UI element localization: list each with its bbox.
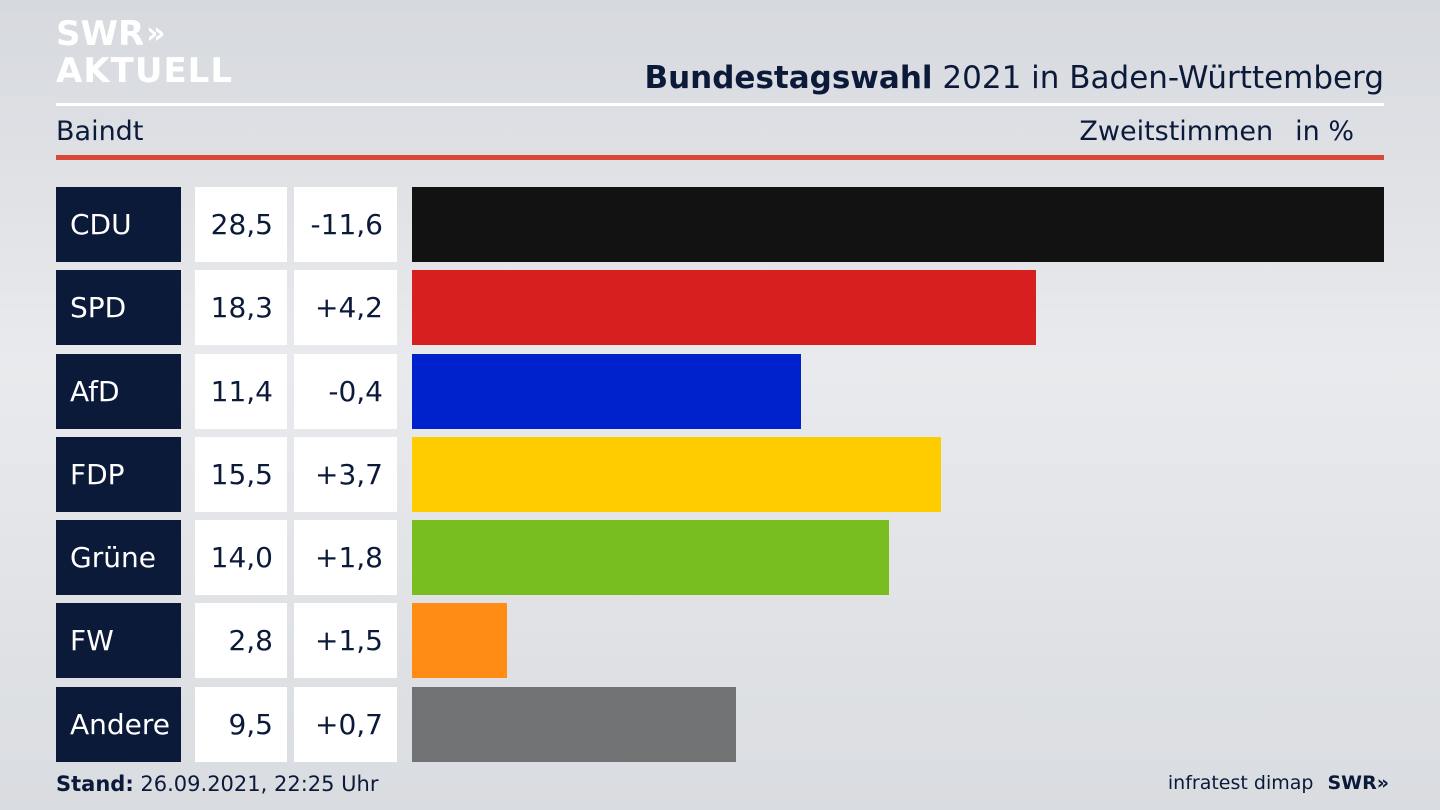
swr-arrows-icon: » bbox=[1376, 772, 1389, 794]
party-label: Grüne bbox=[56, 520, 181, 596]
bar bbox=[412, 520, 890, 596]
measure-name: Zweitstimmen bbox=[1079, 116, 1274, 147]
vote-share-label: 9,5 bbox=[195, 686, 287, 762]
chart-title-bold: Bundestagswahl bbox=[644, 60, 933, 96]
party-label: AfD bbox=[56, 353, 181, 429]
measure-label: Zweitstimmen in % bbox=[1079, 116, 1354, 147]
bar-row: FDP 15,5 +3,7 bbox=[56, 436, 1384, 512]
change-label: -11,6 bbox=[294, 187, 397, 262]
party-label: FW bbox=[56, 603, 181, 679]
bar bbox=[412, 686, 736, 762]
location-label: Baindt bbox=[56, 116, 144, 147]
bar-row: FW 2,8 +1,5 bbox=[56, 603, 1384, 679]
swr-aktuell-logo: SWR» AKTUELL bbox=[56, 16, 233, 88]
bar-row: CDU 28,5 -11,6 bbox=[56, 187, 1384, 262]
measure-unit: in % bbox=[1295, 116, 1354, 147]
bar-row: SPD 18,3 +4,2 bbox=[56, 270, 1384, 346]
change-label: -0,4 bbox=[294, 353, 397, 429]
source-name: infratest dimap bbox=[1167, 772, 1314, 794]
timestamp-label: Stand: bbox=[56, 772, 134, 796]
vote-share-label: 28,5 bbox=[195, 187, 287, 262]
party-label: SPD bbox=[56, 270, 181, 346]
bar bbox=[412, 187, 1384, 262]
change-label: +3,7 bbox=[294, 436, 397, 512]
change-label: +4,2 bbox=[294, 270, 397, 346]
bar bbox=[412, 436, 941, 512]
bar-row: AfD 11,4 -0,4 bbox=[56, 353, 1384, 429]
source-credit: infratest dimap SWR» bbox=[1167, 772, 1389, 794]
swr-brand-text: SWR bbox=[1327, 772, 1377, 794]
header-divider bbox=[56, 103, 1384, 106]
logo-aktuell-text: AKTUELL bbox=[56, 51, 234, 91]
timestamp-value: 26.09.2021, 22:25 Uhr bbox=[133, 772, 379, 796]
bar-row: Grüne 14,0 +1,8 bbox=[56, 520, 1384, 596]
party-label: Andere bbox=[56, 686, 181, 762]
vote-share-label: 11,4 bbox=[195, 353, 287, 429]
bar bbox=[412, 353, 801, 429]
chart-title-rest: 2021 in Baden-Württemberg bbox=[932, 60, 1384, 96]
chart-title: Bundestagswahl 2021 in Baden-Württemberg bbox=[644, 60, 1384, 96]
vote-share-label: 15,5 bbox=[195, 436, 287, 512]
accent-divider bbox=[56, 155, 1384, 160]
vote-share-label: 2,8 bbox=[195, 603, 287, 679]
party-label: FDP bbox=[56, 436, 181, 512]
change-label: +0,7 bbox=[294, 686, 397, 762]
bar bbox=[412, 270, 1037, 346]
vote-share-label: 14,0 bbox=[195, 520, 287, 596]
change-label: +1,8 bbox=[294, 520, 397, 596]
timestamp: Stand: 26.09.2021, 22:25 Uhr bbox=[56, 772, 379, 796]
vote-share-label: 18,3 bbox=[195, 270, 287, 346]
logo-swr-text: SWR bbox=[56, 14, 145, 54]
bar-row: Andere 9,5 +0,7 bbox=[56, 686, 1384, 762]
swr-brand-logo: SWR» bbox=[1327, 772, 1389, 794]
change-label: +1,5 bbox=[294, 603, 397, 679]
logo-arrows-icon: » bbox=[146, 16, 166, 51]
bar bbox=[412, 603, 508, 679]
party-label: CDU bbox=[56, 187, 181, 262]
bar-chart: CDU 28,5 -11,6 SPD 18,3 +4,2 AfD 11,4 -0,4 FDP 15,… bbox=[56, 187, 1384, 770]
